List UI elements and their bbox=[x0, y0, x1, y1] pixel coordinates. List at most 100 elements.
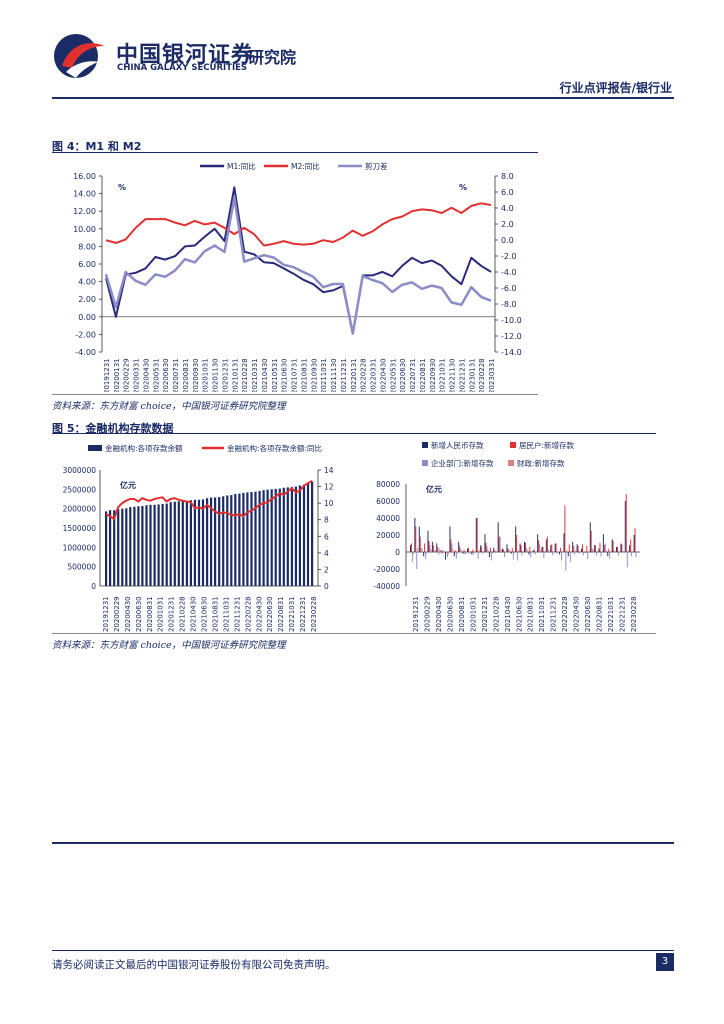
fig5a-x-tick-label: 20201231 bbox=[168, 596, 176, 632]
fig5b-bar-series-4 bbox=[588, 552, 590, 553]
fig5b-bar-series-1 bbox=[506, 544, 508, 552]
fig5b-bar-series-3 bbox=[486, 546, 488, 552]
fig5b-bar-series-3 bbox=[433, 550, 435, 552]
fig4-left-tick-label: 2.00 bbox=[78, 295, 96, 304]
fig5b-bar-series-3 bbox=[561, 552, 562, 561]
fig5a-x-tick-label: 20230228 bbox=[310, 596, 318, 632]
fig5b-bar-series-4 bbox=[456, 552, 458, 554]
fig4-chart: M1:同比 M2:同比 剪刀差 16.00 14.00 12.00 10.00 8.00 6.0… bbox=[73, 161, 522, 392]
fig5a-x-tick-label: 20210630 bbox=[201, 596, 209, 632]
fig5b-bar-series-3 bbox=[411, 552, 413, 563]
fig5a-balance-bar bbox=[282, 487, 285, 586]
fig5a-right-tick-label: 10 bbox=[324, 499, 334, 508]
fig5a-right-tick-label: 6 bbox=[324, 532, 329, 541]
fig5b-bar-series-3 bbox=[530, 552, 532, 558]
fig5a-balance-bar bbox=[141, 506, 144, 586]
fig4-x-tick-label: 20200430 bbox=[142, 358, 150, 392]
fig5b-bar-series-1 bbox=[475, 518, 477, 552]
fig5b-bar-series-4 bbox=[614, 551, 616, 552]
fig5a-balance-bar bbox=[113, 510, 116, 586]
fig5a-balance-bar bbox=[157, 504, 160, 586]
fig5b-x-tick-label: 20221231 bbox=[619, 596, 627, 632]
fig5a-balance-bar bbox=[173, 501, 176, 586]
fig5b-bar-series-3 bbox=[464, 552, 466, 555]
fig5b-bar-series-1 bbox=[629, 545, 631, 552]
header-rule bbox=[52, 97, 674, 99]
fig5a-balance-bar bbox=[210, 497, 213, 586]
fig5a-x-tick-label: 20210228 bbox=[179, 596, 187, 632]
report-type: 行业点评报告/银行业 bbox=[559, 81, 672, 95]
fig5b-x-tick-label: 20200831 bbox=[458, 596, 466, 632]
fig5a-balance-bar bbox=[177, 501, 180, 586]
fig5b-bar-series-1 bbox=[567, 552, 569, 557]
fig5b-bar-series-4 bbox=[561, 552, 563, 553]
fig4-x-tick-label: 20210131 bbox=[231, 358, 239, 392]
fig5b-bar-series-2 bbox=[634, 528, 636, 552]
fig5b-bar-series-2 bbox=[599, 542, 601, 552]
fig5b-legend-label: 新增人民币存款 bbox=[431, 440, 484, 450]
fig5a-x-tick-label: 20221031 bbox=[288, 596, 296, 632]
fig5b-x-tick-label: 20211231 bbox=[550, 596, 558, 632]
fig4-x-tick-label: 20220331 bbox=[370, 358, 378, 392]
fig5b-bar-series-3 bbox=[600, 552, 602, 557]
fig5a-x-tick-label: 20210831 bbox=[211, 596, 219, 632]
fig5-title: 图 5：金融机构存款数据 bbox=[52, 422, 174, 435]
fig4-right-tick-label: -12.0 bbox=[501, 332, 522, 341]
fig5a-balance-bar bbox=[165, 503, 168, 586]
fig5a-left-tick-label: 3000000 bbox=[63, 466, 97, 475]
fig4-legend-label: 剪刀差 bbox=[365, 161, 388, 171]
fig5b-bar-series-2 bbox=[446, 552, 447, 553]
fig5b-bar-series-2 bbox=[525, 542, 526, 552]
fig5b-x-tick-label: 20210831 bbox=[527, 596, 535, 632]
fig5b-bar-series-2 bbox=[608, 548, 610, 552]
fig5a-balance-bar bbox=[197, 499, 201, 586]
fig4-x-tick-label: 20200131 bbox=[113, 358, 121, 392]
fig4-left-tick-label: -4.00 bbox=[75, 348, 96, 357]
fig5b-bar-series-1 bbox=[418, 526, 420, 552]
fig5b-bar-series-1 bbox=[528, 552, 530, 555]
fig5b-bar-series-2 bbox=[617, 546, 618, 552]
fig5a-balance-bar bbox=[105, 511, 108, 586]
fig5b-bar-series-4 bbox=[461, 550, 463, 552]
fig5a-balance-bar bbox=[109, 510, 112, 586]
fig5b-bar-series-2 bbox=[432, 545, 434, 552]
fig5b-bar-series-4 bbox=[465, 552, 467, 554]
fig4-right-tick-label: -14.0 bbox=[501, 348, 522, 357]
fig5a-balance-bar bbox=[286, 487, 289, 586]
fig4-x-tick-label: 20220131 bbox=[350, 358, 358, 392]
institute-name: 研究院 bbox=[248, 48, 297, 67]
fig5a-left-tick-label: 500000 bbox=[67, 563, 96, 572]
fig5a-balance-bar bbox=[238, 493, 241, 586]
fig5b-bar-series-1 bbox=[524, 541, 525, 552]
fig5a-balance-bar bbox=[274, 488, 277, 586]
fig5b-bar-series-4 bbox=[566, 549, 568, 552]
fig5b-bar-series-1 bbox=[572, 541, 574, 552]
fig4-x-tick-label: 20220531 bbox=[389, 358, 397, 392]
fig5b-x-tick-label: 20191231 bbox=[412, 596, 420, 632]
fig5b-bar-series-4 bbox=[452, 548, 454, 552]
fig5b-bar-series-2 bbox=[568, 544, 570, 552]
fig5b-bar-series-1 bbox=[519, 543, 521, 552]
fig5b-bar-series-3 bbox=[574, 552, 576, 555]
fig4-x-tick-label: 20191231 bbox=[103, 358, 111, 392]
fig5a-balance-bar bbox=[278, 488, 281, 586]
fig5b-bar-series-1 bbox=[423, 552, 425, 557]
fig5b-bar-series-1 bbox=[449, 526, 451, 552]
fig5b-x-tick-label: 20210630 bbox=[515, 596, 523, 632]
fig5b-bar-series-2 bbox=[481, 546, 483, 552]
fig5b-x-tick-label: 20201031 bbox=[469, 596, 477, 632]
fig5b-legend-swatch bbox=[510, 442, 516, 448]
fig5b-y-tick-label: 80000 bbox=[376, 480, 400, 489]
fig5b-bar-series-3 bbox=[477, 552, 479, 559]
fig5b-bar-series-4 bbox=[430, 549, 432, 552]
fig5b-bar-series-1 bbox=[440, 550, 442, 552]
fig5b-bar-series-1 bbox=[427, 530, 429, 553]
fig5b-bar-series-4 bbox=[478, 549, 480, 552]
fig5-bottom-rule bbox=[52, 633, 656, 634]
fig5b-x-tick-label: 20200630 bbox=[446, 596, 454, 632]
fig5a-balance-bar bbox=[218, 497, 221, 586]
fig5b-bar-series-2 bbox=[546, 536, 548, 552]
fig5b-bar-series-1 bbox=[611, 539, 613, 553]
fig5b-bar-series-2 bbox=[586, 546, 588, 552]
fig4-left-tick-label: 14.00 bbox=[73, 190, 96, 199]
